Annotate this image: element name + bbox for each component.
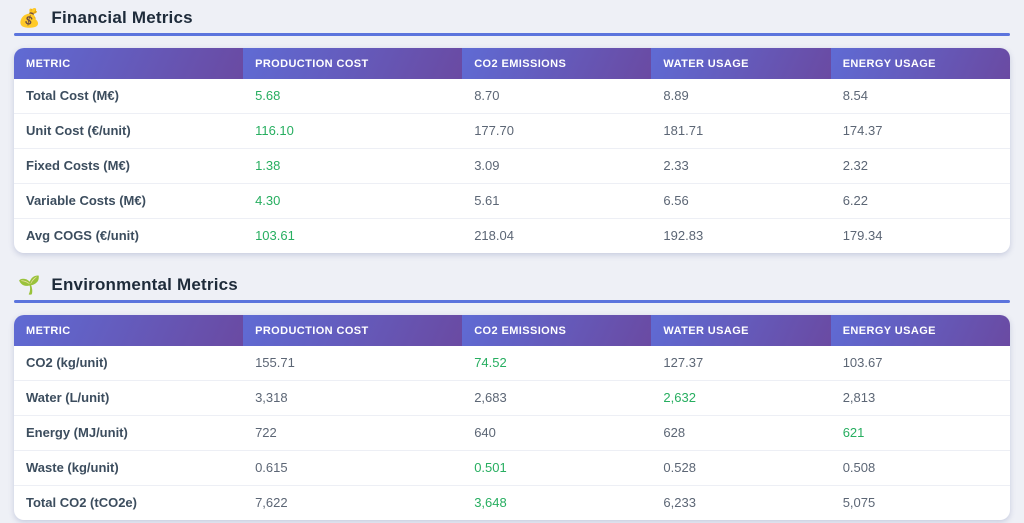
financial-metrics-table: METRIC PRODUCTION COST CO2 EMISSIONS WAT… bbox=[14, 48, 1010, 253]
cell-value: 621 bbox=[830, 415, 1010, 451]
table-row-fixed-costs: Fixed Costs (M€) 1.38 3.09 2.33 2.32 bbox=[14, 148, 1010, 184]
cell-value: 8.70 bbox=[474, 88, 500, 103]
environmental-metrics-card: METRIC PRODUCTION COST CO2 EMISSIONS WAT… bbox=[14, 315, 1010, 520]
money-bag-icon: 💰 bbox=[18, 7, 41, 28]
column-header-metric: METRIC bbox=[14, 48, 244, 79]
table-row-avg-cogs: Avg COGS (€/unit) 103.61 218.04 192.83 1… bbox=[14, 218, 1010, 253]
cell-value: 4.30 bbox=[243, 183, 463, 219]
cell-value: 155.71 bbox=[255, 355, 295, 370]
metric-label: Variable Costs (M€) bbox=[14, 183, 244, 219]
financial-section-title: Financial Metrics bbox=[51, 7, 193, 27]
cell-value: 628 bbox=[651, 415, 831, 451]
cell-value: 2,683 bbox=[462, 380, 652, 416]
cell-value: 179.34 bbox=[830, 218, 1010, 253]
cell-value: 640 bbox=[462, 415, 652, 451]
cell-value: 0.528 bbox=[651, 450, 831, 486]
cell-value: 6.56 bbox=[651, 183, 831, 219]
cell-value: 177.70 bbox=[462, 113, 652, 149]
metric-label: Unit Cost (€/unit) bbox=[14, 113, 244, 149]
seedling-icon: 🌱 bbox=[18, 274, 41, 295]
cell-value: 127.37 bbox=[663, 355, 704, 370]
environmental-table-header-row: METRIC PRODUCTION COST CO2 EMISSIONS WAT… bbox=[14, 315, 1010, 346]
cell-value: 0.615 bbox=[243, 450, 463, 486]
financial-section-header: 💰 Financial Metrics bbox=[14, 2, 1010, 28]
cell-value: 0.508 bbox=[830, 450, 1010, 486]
column-header-water-usage: WATER USAGE bbox=[651, 48, 831, 79]
cell-value: 74.52 bbox=[474, 355, 507, 370]
cell-value: 3,318 bbox=[243, 380, 463, 416]
cell-value: 722 bbox=[243, 415, 463, 451]
cell-value: 103.67 bbox=[842, 355, 883, 370]
cell-value: 5.68 bbox=[255, 88, 281, 103]
column-header-energy-usage: ENERGY USAGE bbox=[830, 48, 1010, 79]
cell-value: 181.71 bbox=[651, 113, 831, 149]
cell-value: 8.54 bbox=[842, 88, 868, 103]
environmental-section-title: Environmental Metrics bbox=[51, 274, 238, 294]
financial-metrics-section: 💰 Financial Metrics METRIC PRODUCTION CO… bbox=[14, 2, 1010, 253]
metric-label: Waste (kg/unit) bbox=[14, 450, 244, 486]
table-row-total-cost: Total Cost (M€) 5.68 8.70 8.89 8.54 bbox=[14, 79, 1010, 114]
cell-value: 218.04 bbox=[462, 218, 652, 253]
column-header-co2-emissions: CO2 EMISSIONS bbox=[462, 48, 652, 79]
cell-value: 3.09 bbox=[462, 148, 652, 184]
environmental-section-header: 🌱 Environmental Metrics bbox=[14, 269, 1010, 295]
cell-value: 6,233 bbox=[651, 485, 831, 520]
cell-value: 2.32 bbox=[830, 148, 1010, 184]
metrics-dashboard: 💰 Financial Metrics METRIC PRODUCTION CO… bbox=[14, 2, 1010, 520]
column-header-metric: METRIC bbox=[14, 315, 244, 346]
column-header-energy-usage: ENERGY USAGE bbox=[830, 315, 1010, 346]
cell-value: 1.38 bbox=[243, 148, 463, 184]
table-row-unit-cost: Unit Cost (€/unit) 116.10 177.70 181.71 … bbox=[14, 113, 1010, 149]
metric-label: Total CO2 (tCO2e) bbox=[14, 485, 244, 520]
column-header-production-cost: PRODUCTION COST bbox=[243, 315, 463, 346]
column-header-water-usage: WATER USAGE bbox=[651, 315, 831, 346]
cell-value: 3,648 bbox=[462, 485, 652, 520]
table-row-water-per-unit: Water (L/unit) 3,318 2,683 2,632 2,813 bbox=[14, 380, 1010, 416]
metric-label: CO2 (kg/unit) bbox=[26, 355, 108, 370]
section-divider bbox=[14, 300, 1010, 303]
metric-label: Energy (MJ/unit) bbox=[14, 415, 244, 451]
table-row-variable-costs: Variable Costs (M€) 4.30 5.61 6.56 6.22 bbox=[14, 183, 1010, 219]
financial-metrics-card: METRIC PRODUCTION COST CO2 EMISSIONS WAT… bbox=[14, 48, 1010, 253]
table-row-waste-per-unit: Waste (kg/unit) 0.615 0.501 0.528 0.508 bbox=[14, 450, 1010, 486]
metric-label: Total Cost (M€) bbox=[26, 88, 119, 103]
cell-value: 8.89 bbox=[663, 88, 689, 103]
cell-value: 174.37 bbox=[830, 113, 1010, 149]
table-row-total-co2: Total CO2 (tCO2e) 7,622 3,648 6,233 5,07… bbox=[14, 485, 1010, 520]
cell-value: 116.10 bbox=[243, 113, 463, 149]
metric-label: Water (L/unit) bbox=[14, 380, 244, 416]
cell-value: 192.83 bbox=[651, 218, 831, 253]
cell-value: 2,632 bbox=[651, 380, 831, 416]
financial-table-header-row: METRIC PRODUCTION COST CO2 EMISSIONS WAT… bbox=[14, 48, 1010, 79]
table-row-energy-per-unit: Energy (MJ/unit) 722 640 628 621 bbox=[14, 415, 1010, 451]
environmental-metrics-table: METRIC PRODUCTION COST CO2 EMISSIONS WAT… bbox=[14, 315, 1010, 520]
cell-value: 0.501 bbox=[462, 450, 652, 486]
metric-label: Fixed Costs (M€) bbox=[14, 148, 244, 184]
cell-value: 2,813 bbox=[830, 380, 1010, 416]
column-header-production-cost: PRODUCTION COST bbox=[243, 48, 463, 79]
environmental-metrics-section: 🌱 Environmental Metrics METRIC PRODUCTIO… bbox=[14, 269, 1010, 520]
cell-value: 7,622 bbox=[243, 485, 463, 520]
metric-label: Avg COGS (€/unit) bbox=[14, 218, 244, 253]
cell-value: 103.61 bbox=[243, 218, 463, 253]
cell-value: 2.33 bbox=[651, 148, 831, 184]
cell-value: 5,075 bbox=[830, 485, 1010, 520]
cell-value: 6.22 bbox=[830, 183, 1010, 219]
cell-value: 5.61 bbox=[462, 183, 652, 219]
column-header-co2-emissions: CO2 EMISSIONS bbox=[462, 315, 652, 346]
table-row-co2-per-unit: CO2 (kg/unit) 155.71 74.52 127.37 103.67 bbox=[14, 346, 1010, 381]
section-divider bbox=[14, 33, 1010, 36]
